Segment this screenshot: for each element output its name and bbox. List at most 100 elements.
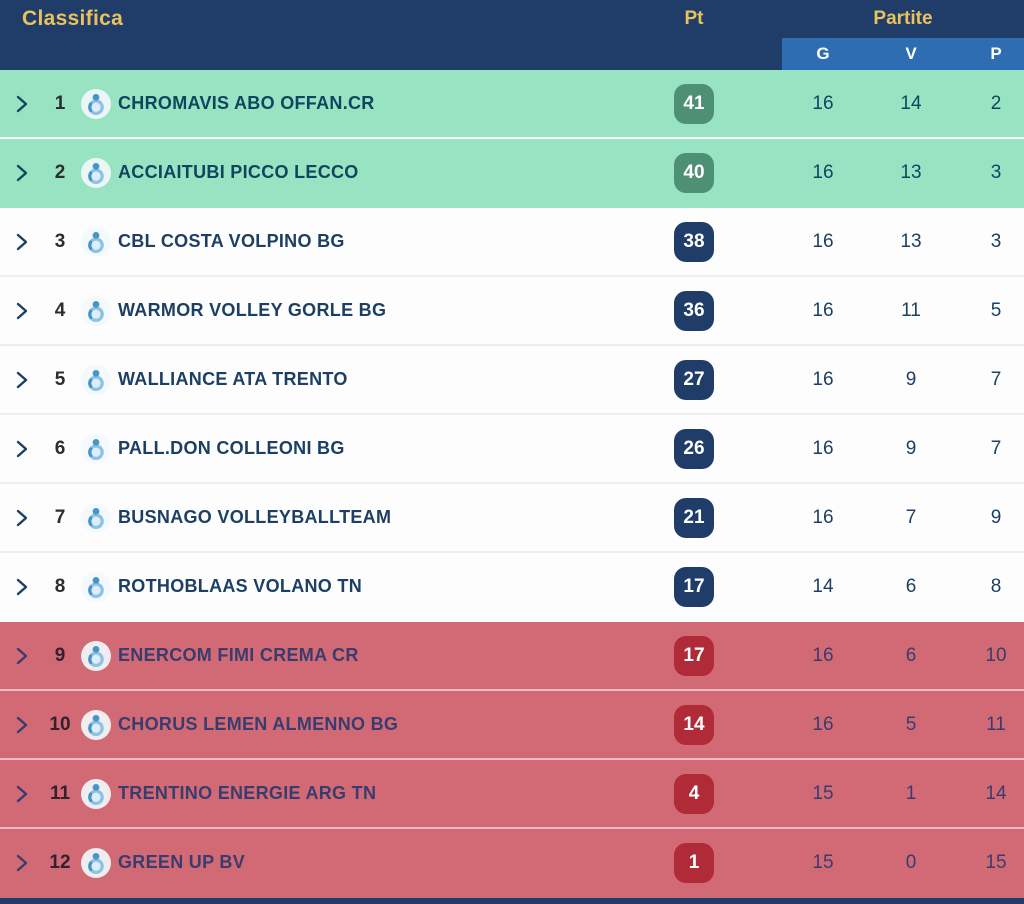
won-value: 11 [901,299,921,321]
rank-number: 12 [49,851,71,873]
team-name[interactable]: GREEN UP BV [118,852,245,872]
matches-column-header: Partite [873,8,933,29]
team-name[interactable]: CBL COSTA VOLPINO BG [118,231,345,251]
lost-value: 9 [990,506,1002,528]
played-value: 16 [812,644,834,666]
bottom-divider [0,898,1024,904]
played-value: 16 [812,161,834,183]
team-name[interactable]: CHROMAVIS ABO OFFAN.CR [118,93,375,113]
table-row[interactable]: 6 PALL.DON COLLEONI BG 26 16 9 7 [0,415,1024,484]
won-value: 14 [900,92,922,114]
played-column-header: G [816,44,830,63]
team-name[interactable]: ROTHOBLAAS VOLANO TN [118,576,362,596]
played-value: 16 [812,506,834,528]
played-value: 15 [812,782,834,804]
expand-row-button[interactable] [0,164,44,182]
rank-number: 2 [54,161,66,183]
points-badge: 41 [674,83,714,124]
table-row[interactable]: 9 ENERCOM FIMI CREMA CR 17 16 6 10 [0,622,1024,691]
won-value: 9 [905,437,917,459]
lost-value: 11 [986,713,1006,735]
table-row[interactable]: 1 CHROMAVIS ABO OFFAN.CR 41 16 14 2 [0,70,1024,139]
rank-number: 1 [54,92,66,114]
won-value: 6 [905,644,917,666]
chevron-right-icon [16,578,28,595]
rank-number: 9 [54,644,66,666]
team-logo-icon [76,88,116,119]
rank-number: 3 [54,230,66,252]
table-header: Classifica Pt Partite G V P [0,0,1024,70]
team-name[interactable]: WALLIANCE ATA TRENTO [118,369,348,389]
won-value: 7 [905,506,917,528]
table-row[interactable]: 4 WARMOR VOLLEY GORLE BG 36 16 11 5 [0,277,1024,346]
chevron-right-icon [16,95,28,112]
team-name[interactable]: ENERCOM FIMI CREMA CR [118,645,359,665]
points-badge: 17 [674,566,714,607]
chevron-right-icon [16,785,28,802]
points-badge: 17 [674,635,714,676]
points-badge: 4 [674,773,714,814]
table-body: 1 CHROMAVIS ABO OFFAN.CR 41 16 14 2 2 [0,70,1024,898]
team-logo-icon [76,847,116,878]
team-name[interactable]: WARMOR VOLLEY GORLE BG [118,300,387,320]
lost-value: 10 [985,644,1007,666]
played-value: 16 [812,299,834,321]
team-name[interactable]: TRENTINO ENERGIE ARG TN [118,783,377,803]
table-row[interactable]: 2 ACCIAITUBI PICCO LECCO 40 16 13 3 [0,139,1024,208]
team-logo-icon [76,433,116,464]
points-badge: 38 [674,221,714,262]
team-logo-icon [76,226,116,257]
expand-row-button[interactable] [0,647,44,665]
matches-subheader-band: G V P [782,38,1024,70]
table-row[interactable]: 11 TRENTINO ENERGIE ARG TN 4 15 1 14 [0,760,1024,829]
table-row[interactable]: 5 WALLIANCE ATA TRENTO 27 16 9 7 [0,346,1024,415]
lost-value: 3 [990,230,1002,252]
rank-number: 10 [49,713,71,735]
rank-number: 5 [54,368,66,390]
table-row[interactable]: 10 CHORUS LEMEN ALMENNO BG 14 16 5 11 [0,691,1024,760]
won-column-header: V [905,44,917,63]
points-badge: 36 [674,290,714,331]
won-value: 13 [900,161,922,183]
expand-row-button[interactable] [0,578,44,596]
table-row[interactable]: 3 CBL COSTA VOLPINO BG 38 16 13 3 [0,208,1024,277]
points-badge: 14 [674,704,714,745]
rank-number: 7 [54,506,66,528]
expand-row-button[interactable] [0,302,44,320]
chevron-right-icon [16,164,28,181]
expand-row-button[interactable] [0,95,44,113]
expand-row-button[interactable] [0,233,44,251]
team-name[interactable]: PALL.DON COLLEONI BG [118,438,345,458]
expand-row-button[interactable] [0,854,44,872]
won-value: 0 [905,851,917,873]
team-logo-icon [76,571,116,602]
lost-value: 7 [990,437,1002,459]
points-badge: 40 [674,152,714,193]
team-name[interactable]: ACCIAITUBI PICCO LECCO [118,162,359,182]
team-logo-icon [76,157,116,188]
points-badge: 27 [674,359,714,400]
expand-row-button[interactable] [0,440,44,458]
table-row[interactable]: 8 ROTHOBLAAS VOLANO TN 17 14 6 8 [0,553,1024,622]
won-value: 1 [905,782,917,804]
chevron-right-icon [16,854,28,871]
classifica-header-label: Classifica [22,7,124,30]
rank-number: 6 [54,437,66,459]
rank-number: 11 [49,782,71,804]
chevron-right-icon [16,647,28,664]
expand-row-button[interactable] [0,785,44,803]
played-value: 16 [812,92,834,114]
team-name[interactable]: CHORUS LEMEN ALMENNO BG [118,714,399,734]
won-value: 13 [900,230,922,252]
expand-row-button[interactable] [0,509,44,527]
team-logo-icon [76,295,116,326]
points-badge: 1 [674,842,714,883]
played-value: 16 [812,713,834,735]
team-name[interactable]: BUSNAGO VOLLEYBALLTEAM [118,507,392,527]
expand-row-button[interactable] [0,371,44,389]
played-value: 14 [812,575,834,597]
table-row[interactable]: 7 BUSNAGO VOLLEYBALLTEAM 21 16 7 9 [0,484,1024,553]
rank-number: 4 [54,299,66,321]
table-row[interactable]: 12 GREEN UP BV 1 15 0 15 [0,829,1024,898]
expand-row-button[interactable] [0,716,44,734]
